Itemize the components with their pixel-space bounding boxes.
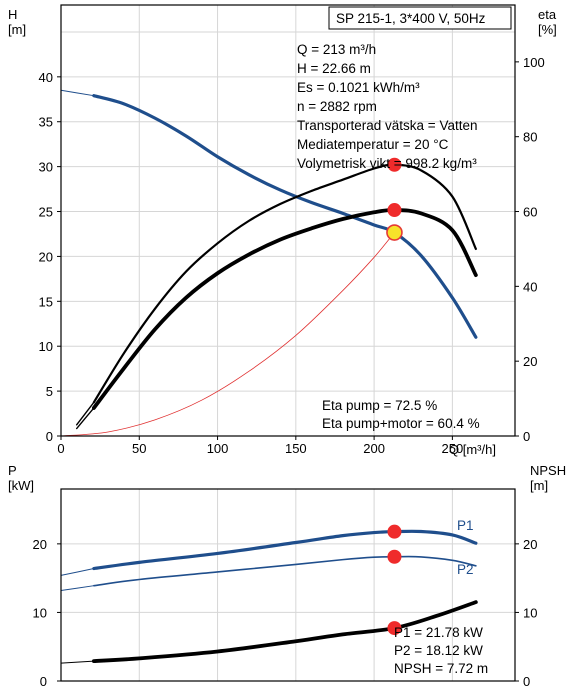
p1-curve — [92, 529, 478, 571]
info-line: Volymetrisk vikt = 998.2 kg/m³ — [297, 156, 477, 171]
p2-series-label: P2 — [457, 562, 474, 577]
p2-value-label: P2 = 18.12 kW — [394, 643, 483, 658]
bottom-right-tick-label: 20 — [523, 537, 537, 552]
top-right-tick-label: 100 — [523, 55, 545, 70]
top-left-tick-label: 5 — [46, 384, 53, 399]
bottom-operating-points — [387, 524, 402, 636]
eta-pump-label: Eta pump = 72.5 % — [322, 398, 437, 413]
top-left-tick-label: 0 — [46, 429, 53, 444]
power-axis-title: P [kW] — [8, 463, 34, 493]
top-left-tick-label: 15 — [39, 294, 53, 309]
top-x-tick-label: 50 — [132, 441, 146, 456]
model-box — [328, 6, 512, 30]
top-x-tick-label: 0 — [57, 441, 64, 456]
bottom-plot-frame — [60, 488, 516, 682]
eta-total-label: Eta pump+motor = 60.4 % — [322, 416, 480, 431]
power-point-marker — [387, 524, 402, 539]
model-label: SP 215-1, 3*400 V, 50Hz — [336, 11, 486, 26]
head-extrapolation — [60, 89, 95, 97]
bottom-left-tick-labels: 0 10 20 — [33, 537, 61, 689]
power-point-marker — [387, 621, 402, 636]
eta-pump-extrapolation — [75, 401, 95, 426]
top-left-tick-label: 35 — [39, 115, 53, 130]
npsh-curve — [91, 600, 478, 664]
top-left-tick-label: 30 — [39, 160, 53, 175]
bottom-curves — [60, 529, 478, 664]
top-curves — [60, 89, 478, 437]
top-right-tick-label: 0 — [523, 429, 530, 444]
bottom-right-tick-labels: 0 10 20 — [515, 537, 537, 689]
bottom-right-tick-label: 0 — [523, 674, 530, 689]
top-right-tick-label: 60 — [523, 205, 537, 220]
p1-extrapolation — [60, 568, 95, 576]
info-line: Transporterad vätska = Vatten — [297, 118, 477, 133]
eta-point-marker — [387, 157, 402, 172]
bottom-plot-area — [61, 489, 515, 681]
top-plot-frame — [60, 4, 516, 437]
top-right-tick-label: 80 — [523, 130, 537, 145]
top-x-tick-label: 100 — [207, 441, 229, 456]
head-eta-panel: 0 5 10 15 20 25 30 35 40 0 20 40 60 80 100 0 50 100 150 2… — [8, 4, 557, 457]
duty-point-marker — [386, 224, 403, 241]
bottom-left-tick-label: 0 — [40, 674, 47, 689]
top-left-tick-label: 40 — [39, 70, 53, 85]
eta-total-curve — [91, 208, 478, 410]
eta-total-extrapolation — [75, 407, 95, 430]
top-left-tick-label: 25 — [39, 205, 53, 220]
eta-axis-title: eta [%] — [538, 7, 557, 37]
top-right-tick-label: 20 — [523, 354, 537, 369]
npsh-extrapolation — [60, 660, 95, 664]
top-x-tick-labels: 0 50 100 150 200 250 — [57, 436, 463, 456]
top-left-tick-labels: 0 5 10 15 20 25 30 35 40 — [39, 70, 61, 444]
info-line: Q = 213 m³/h — [297, 42, 376, 57]
top-left-tick-label: 10 — [39, 339, 53, 354]
top-right-tick-label: 40 — [523, 279, 537, 294]
info-line: n = 2882 rpm — [297, 99, 377, 114]
npsh-value-label: NPSH = 7.72 m — [394, 661, 488, 676]
top-x-tick-label: 150 — [285, 441, 307, 456]
p1-value-label: P1 = 21.78 kW — [394, 625, 483, 640]
system-curve — [60, 232, 395, 437]
eta-point-marker — [387, 203, 402, 218]
p1-series-label: P1 — [457, 518, 474, 533]
info-line: Es = 0.1021 kWh/m³ — [297, 80, 420, 95]
top-x-tick-label: 250 — [442, 441, 464, 456]
top-right-tick-labels: 0 20 40 60 80 100 — [515, 55, 545, 444]
npsh-axis-title: NPSH [m] — [530, 463, 566, 493]
head-axis-title: H [m] — [8, 7, 26, 37]
p2-curve — [93, 555, 477, 587]
top-grid — [61, 5, 515, 436]
p2-extrapolation — [60, 585, 95, 591]
power-info: P1 = 21.78 kW P2 = 18.12 kW NPSH = 7.72 … — [394, 625, 488, 676]
bottom-left-tick-label: 10 — [33, 605, 47, 620]
top-plot-area — [61, 5, 515, 436]
operating-info: Q = 213 m³/h H = 22.66 m Es = 0.1021 kWh… — [297, 42, 477, 171]
top-x-tick-label: 200 — [363, 441, 385, 456]
info-line: H = 22.66 m — [297, 61, 371, 76]
top-left-tick-label: 20 — [39, 249, 53, 264]
flow-axis-title: Q [m³/h] — [449, 442, 496, 457]
bottom-left-tick-label: 20 — [33, 537, 47, 552]
top-operating-points — [386, 157, 403, 241]
power-npsh-panel: 0 10 20 0 10 20 P [kW] NPSH [m] P1 P2 P1 = 21.… — [8, 463, 566, 689]
eta-pump-curve — [92, 163, 477, 404]
efficiency-info: Eta pump = 72.5 % Eta pump+motor = 60.4 … — [322, 398, 480, 431]
info-line: Mediatemperatur = 20 °C — [297, 137, 449, 152]
bottom-right-tick-label: 10 — [523, 605, 537, 620]
power-point-marker — [387, 549, 402, 564]
